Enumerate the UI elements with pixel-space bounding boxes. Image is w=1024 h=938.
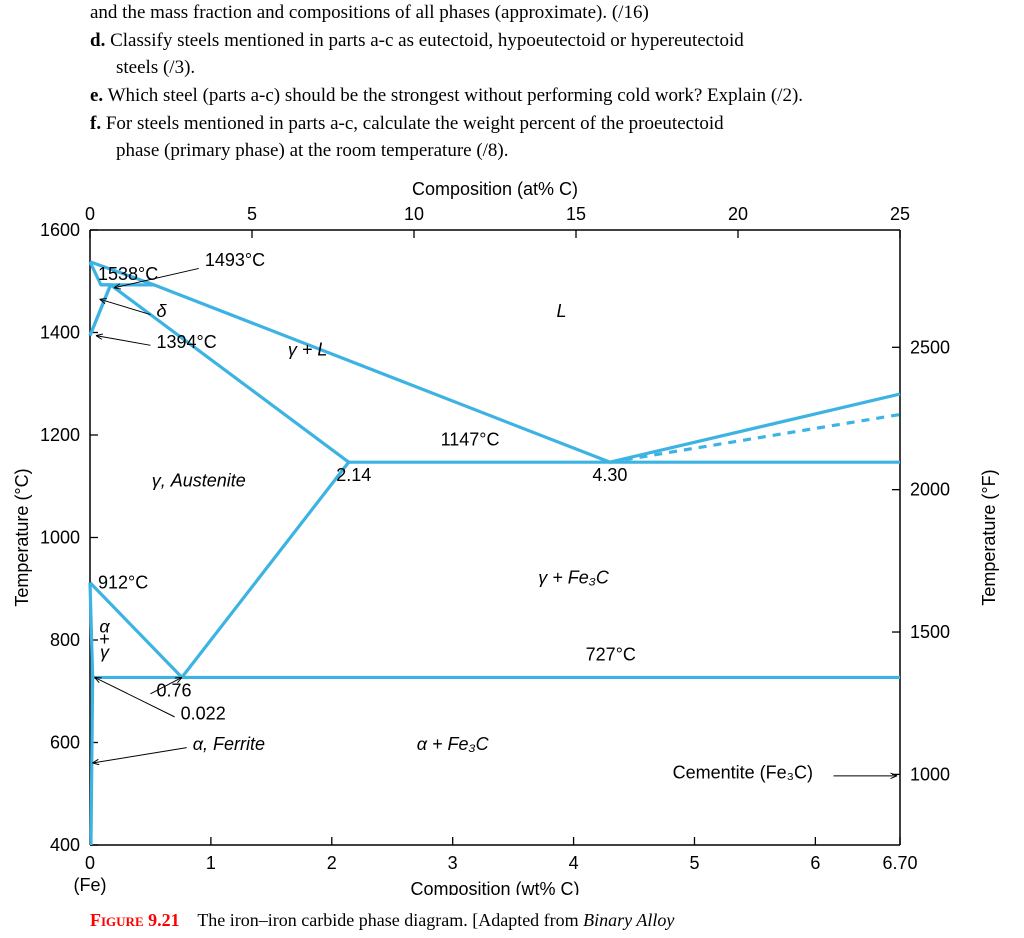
text-f1: For steels mentioned in parts a-c, calcu…	[106, 113, 724, 134]
svg-text:0: 0	[85, 204, 95, 224]
svg-text:3: 3	[448, 853, 458, 873]
svg-text:(Fe): (Fe)	[74, 875, 107, 895]
svg-text:1: 1	[206, 853, 216, 873]
svg-text:600: 600	[50, 733, 80, 753]
question-d: d. Classify steels mentioned in parts a-…	[90, 28, 990, 54]
svg-text:0.76: 0.76	[156, 680, 191, 700]
svg-text:1538°C: 1538°C	[98, 264, 158, 284]
label-e: e.	[90, 85, 103, 106]
text-d1: Classify steels mentioned in parts a-c a…	[110, 30, 744, 51]
svg-text:L: L	[556, 301, 566, 321]
svg-text:6.70: 6.70	[882, 853, 917, 873]
question-d2: steels (/3).	[90, 55, 990, 81]
svg-text:α + Fe₃C: α + Fe₃C	[417, 734, 490, 754]
text-f2: phase (primary phase) at the room temper…	[116, 140, 509, 161]
question-f2: phase (primary phase) at the room temper…	[90, 138, 990, 164]
svg-text:1400: 1400	[40, 323, 80, 343]
svg-text:15: 15	[566, 204, 586, 224]
caption-source: Binary Alloy	[583, 910, 674, 930]
svg-text:2: 2	[327, 853, 337, 873]
svg-text:400: 400	[50, 835, 80, 855]
svg-text:25: 25	[890, 204, 910, 224]
page: and the mass fraction and compositions o…	[0, 0, 1024, 938]
svg-text:0.022: 0.022	[181, 703, 226, 723]
svg-text:800: 800	[50, 630, 80, 650]
figure-number: Figure 9.21	[90, 910, 180, 930]
intro-text: and the mass fraction and compositions o…	[90, 2, 649, 23]
svg-text:γ + L: γ + L	[288, 340, 328, 360]
svg-text:Composition (wt% C): Composition (wt% C)	[410, 879, 579, 895]
question-e: e. Which steel (parts a-c) should be the…	[90, 83, 990, 109]
svg-text:5: 5	[689, 853, 699, 873]
svg-text:2000: 2000	[910, 480, 950, 500]
svg-text:1493°C: 1493°C	[205, 250, 265, 270]
svg-text:4.30: 4.30	[592, 465, 627, 485]
svg-text:1394°C: 1394°C	[156, 332, 216, 352]
label-f: f.	[90, 113, 101, 134]
svg-text:Temperature (°F): Temperature (°F)	[979, 469, 999, 605]
svg-text:20: 20	[728, 204, 748, 224]
question-block: and the mass fraction and compositions o…	[90, 0, 990, 166]
svg-text:Temperature (°C): Temperature (°C)	[12, 468, 32, 606]
svg-text:2500: 2500	[910, 337, 950, 357]
svg-text:Composition (at% C): Composition (at% C)	[412, 179, 578, 199]
svg-text:1600: 1600	[40, 220, 80, 240]
svg-text:1000: 1000	[910, 764, 950, 784]
label-d: d.	[90, 30, 105, 51]
svg-text:0: 0	[85, 853, 95, 873]
svg-text:2.14: 2.14	[336, 465, 371, 485]
svg-text:912°C: 912°C	[98, 573, 148, 593]
svg-text:Cementite (Fe₃C): Cementite (Fe₃C)	[673, 762, 813, 782]
svg-text:γ, Austenite: γ, Austenite	[152, 470, 246, 490]
svg-text:10: 10	[404, 204, 424, 224]
svg-text:6: 6	[810, 853, 820, 873]
svg-text:1000: 1000	[40, 528, 80, 548]
svg-text:1200: 1200	[40, 425, 80, 445]
question-f: f. For steels mentioned in parts a-c, ca…	[90, 111, 990, 137]
text-d2: steels (/3).	[116, 57, 195, 78]
svg-text:1147°C: 1147°C	[441, 429, 500, 449]
svg-text:4: 4	[569, 853, 579, 873]
svg-text:γ: γ	[100, 642, 110, 662]
question-intro: and the mass fraction and compositions o…	[90, 0, 990, 26]
svg-text:α, Ferrite: α, Ferrite	[193, 734, 265, 754]
svg-text:727°C: 727°C	[586, 645, 636, 665]
figure-caption: Figure 9.21 The iron–iron carbide phase …	[90, 910, 674, 931]
phase-diagram: Composition (at% C) Composition (wt% C) Te…	[10, 175, 1010, 895]
svg-text:γ + Fe₃C: γ + Fe₃C	[538, 568, 610, 588]
svg-text:1500: 1500	[910, 622, 950, 642]
svg-text:δ: δ	[156, 301, 167, 321]
caption-text: The iron–iron carbide phase diagram. [Ad…	[197, 910, 583, 930]
diagram-svg: Composition (at% C) Composition (wt% C) Te…	[10, 175, 1010, 895]
svg-text:5: 5	[247, 204, 257, 224]
text-e: Which steel (parts a-c) should be the st…	[108, 85, 803, 106]
